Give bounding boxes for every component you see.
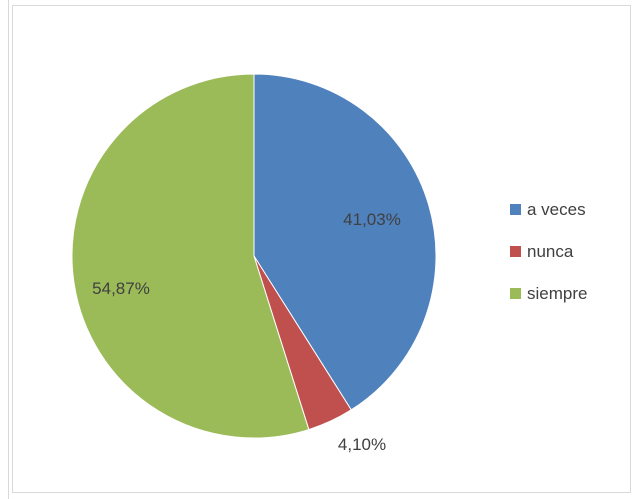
pie-slice-siempre xyxy=(71,73,310,439)
slice-labels: 41,03% 4,10% 54,87% xyxy=(92,210,401,454)
pie-slices xyxy=(71,73,437,439)
sheet-left-border xyxy=(0,0,9,499)
legend-label-nunca: nunca xyxy=(527,242,574,261)
data-label-siempre: 54,87% xyxy=(92,279,150,298)
legend-swatch-siempre xyxy=(510,288,521,299)
data-label-a-veces: 41,03% xyxy=(343,210,401,229)
pie-slice-a-veces xyxy=(253,73,437,411)
legend-swatch-a-veces xyxy=(510,204,521,215)
legend-swatch-nunca xyxy=(510,246,521,257)
legend-label-a-veces: a veces xyxy=(527,200,586,219)
legend-label-siempre: siempre xyxy=(527,284,587,303)
legend: a veces nunca siempre xyxy=(510,200,587,303)
data-label-nunca: 4,10% xyxy=(338,435,386,454)
